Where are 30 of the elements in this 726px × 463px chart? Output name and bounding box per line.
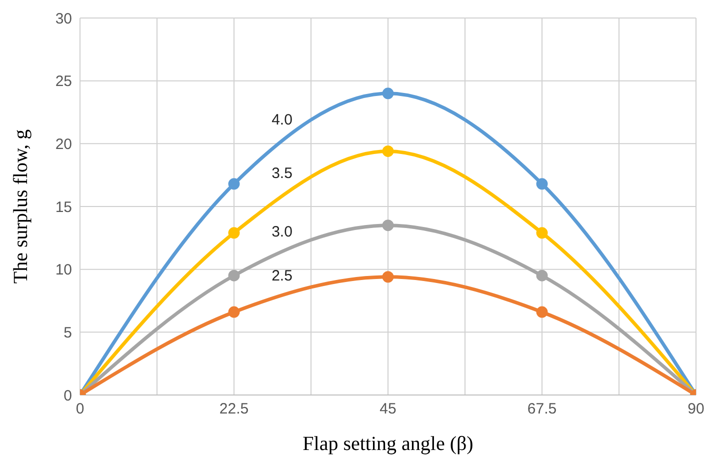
series-label: 3.0 bbox=[272, 223, 292, 240]
point bbox=[382, 271, 394, 283]
series-label: 3.5 bbox=[272, 165, 292, 182]
x-tick-label: 0 bbox=[76, 400, 84, 418]
point bbox=[536, 178, 548, 190]
y-tick-label: 10 bbox=[55, 262, 72, 279]
point bbox=[228, 178, 240, 190]
point bbox=[382, 145, 394, 157]
point bbox=[228, 306, 240, 318]
point bbox=[228, 227, 240, 239]
series-label: 4.0 bbox=[272, 112, 292, 129]
x-axis-title: Flap setting angle (β) bbox=[302, 433, 474, 455]
point bbox=[536, 227, 548, 239]
point bbox=[382, 88, 394, 100]
y-tick-label: 30 bbox=[55, 10, 72, 28]
y-tick-label: 5 bbox=[64, 324, 72, 342]
point bbox=[536, 270, 548, 282]
y-tick-label: 25 bbox=[55, 73, 72, 90]
x-tick-label: 90 bbox=[688, 400, 704, 418]
y-tick-label: 20 bbox=[55, 136, 72, 153]
y-axis-title: The surplus flow, g bbox=[10, 129, 32, 284]
y-tick-label: 0 bbox=[64, 387, 72, 404]
point bbox=[536, 306, 548, 318]
y-tick-label: 15 bbox=[55, 198, 72, 216]
x-tick-label: 45 bbox=[380, 400, 396, 418]
x-tick-label: 22.5 bbox=[219, 400, 249, 418]
point bbox=[228, 270, 240, 282]
series-label: 2.5 bbox=[272, 267, 292, 284]
x-tick-label: 67.5 bbox=[527, 400, 557, 418]
point bbox=[382, 220, 394, 232]
